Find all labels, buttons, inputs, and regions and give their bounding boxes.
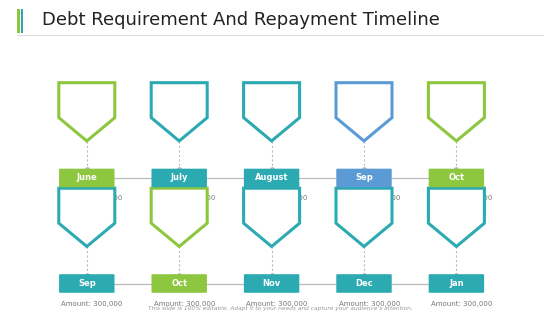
Polygon shape xyxy=(151,188,207,246)
FancyBboxPatch shape xyxy=(151,169,207,187)
Polygon shape xyxy=(151,83,207,141)
Text: Amount: 300,000: Amount: 300,000 xyxy=(431,195,492,201)
FancyBboxPatch shape xyxy=(244,169,299,187)
Text: Oct: Oct xyxy=(171,279,187,288)
Polygon shape xyxy=(336,83,392,141)
Text: Amount: 300,000: Amount: 300,000 xyxy=(62,195,123,201)
Text: Oct: Oct xyxy=(449,174,464,182)
Text: Amount: 300,000: Amount: 300,000 xyxy=(431,301,492,306)
Text: Nov: Nov xyxy=(263,279,281,288)
FancyBboxPatch shape xyxy=(428,274,484,293)
Text: Amount: 300,000: Amount: 300,000 xyxy=(153,195,215,201)
Polygon shape xyxy=(336,188,392,246)
Bar xyxy=(17,9,20,33)
FancyBboxPatch shape xyxy=(59,274,115,293)
Text: Jan: Jan xyxy=(449,279,464,288)
Text: Amount: 300,000: Amount: 300,000 xyxy=(153,301,215,306)
FancyBboxPatch shape xyxy=(151,274,207,293)
FancyBboxPatch shape xyxy=(59,169,115,187)
Text: July: July xyxy=(170,174,188,182)
Text: Sep: Sep xyxy=(78,279,96,288)
Polygon shape xyxy=(428,83,484,141)
Text: This slide is 100% editable. Adapt it to your needs and capture your audience’s : This slide is 100% editable. Adapt it to… xyxy=(148,306,412,311)
FancyBboxPatch shape xyxy=(428,169,484,187)
Polygon shape xyxy=(244,188,300,246)
Bar xyxy=(21,9,23,33)
Polygon shape xyxy=(428,188,484,246)
Text: Debt Requirement And Repayment Timeline: Debt Requirement And Repayment Timeline xyxy=(42,11,440,30)
FancyBboxPatch shape xyxy=(244,274,299,293)
Text: August: August xyxy=(255,174,288,182)
Polygon shape xyxy=(244,83,300,141)
Text: June: June xyxy=(76,174,97,182)
Text: Sep: Sep xyxy=(355,174,373,182)
Text: Amount: 300,000: Amount: 300,000 xyxy=(62,301,123,306)
Text: Amount: 300,000: Amount: 300,000 xyxy=(246,195,307,201)
Text: Dec: Dec xyxy=(355,279,373,288)
Text: Amount: 300,000: Amount: 300,000 xyxy=(246,301,307,306)
Polygon shape xyxy=(59,83,115,141)
FancyBboxPatch shape xyxy=(336,274,392,293)
Text: Amount: 300,000: Amount: 300,000 xyxy=(338,301,400,306)
Text: Amount: 300,000: Amount: 300,000 xyxy=(338,195,400,201)
FancyBboxPatch shape xyxy=(336,169,392,187)
Polygon shape xyxy=(59,188,115,246)
